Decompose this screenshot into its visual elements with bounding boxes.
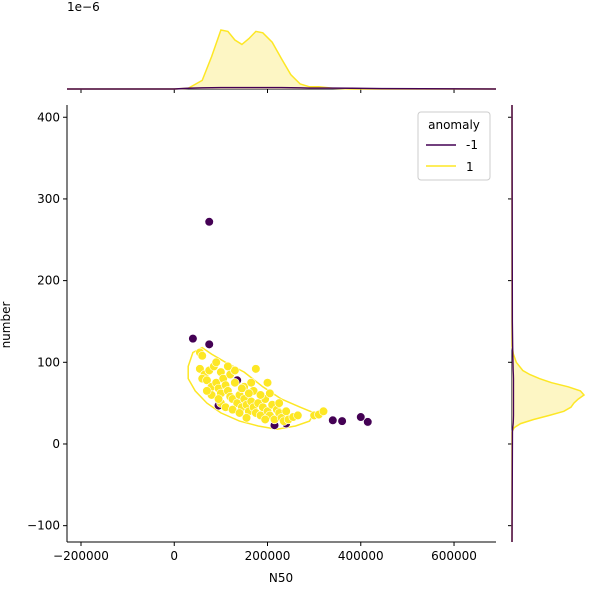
anomaly-point (356, 412, 366, 422)
y-tick-label: 400 (37, 110, 60, 124)
normal-point (262, 378, 273, 388)
normal-point (237, 383, 247, 394)
normal-point (230, 378, 240, 388)
normal-point (211, 357, 221, 367)
anomaly-point (328, 415, 338, 425)
x-tick-label: 400000 (338, 549, 384, 563)
y-tick-label: 0 (52, 437, 60, 451)
normal-point (244, 388, 254, 398)
main-scatter-plot: −200000 0 200000 400000 600000 −100 0 100 200 30… (0, 105, 496, 585)
normal-point (202, 386, 212, 396)
anomaly-point (363, 417, 373, 427)
legend: anomaly -1 1 (417, 111, 491, 181)
x-axis: −200000 0 200000 400000 600000 (53, 542, 477, 563)
normal-point (293, 410, 303, 420)
normal-point (213, 394, 224, 404)
normal-point (260, 414, 270, 425)
top-marginal-scale-label: 1e−6 (67, 0, 100, 14)
x-axis-label: N50 (269, 571, 293, 585)
normal-point (251, 364, 261, 374)
normal-point (202, 375, 212, 385)
y-tick-label: −100 (27, 519, 60, 533)
top-density-line-anomaly (67, 86, 497, 90)
x-tick-label: −200000 (53, 549, 109, 563)
right-marginal-density (508, 104, 586, 543)
normal-point (265, 388, 275, 398)
anomaly-point (204, 217, 214, 227)
x-tick-label: 200000 (245, 549, 291, 563)
legend-label-normal: 1 (466, 160, 474, 174)
anomaly-point (337, 416, 347, 426)
y-tick-label: 300 (37, 192, 60, 206)
normal-point (281, 406, 291, 416)
normal-point (223, 361, 233, 371)
legend-title: anomaly (428, 118, 480, 132)
anomaly-point (204, 339, 214, 349)
y-tick-label: 200 (37, 274, 60, 288)
normal-point (241, 413, 252, 423)
legend-box (417, 111, 491, 181)
normal-point (318, 406, 329, 416)
legend-label-anomaly: -1 (466, 138, 478, 152)
normal-point (197, 351, 207, 361)
right-density-fill-normal (512, 105, 584, 542)
anomaly-point (188, 334, 198, 344)
x-tick-label: 600000 (431, 549, 477, 563)
normal-point (274, 398, 284, 408)
normal-point (255, 390, 266, 400)
scatter-points (188, 217, 373, 430)
normal-point (246, 378, 256, 388)
normal-point (234, 408, 245, 418)
y-axis: −100 0 100 200 300 400 (27, 110, 67, 533)
y-tick-label: 100 (37, 355, 60, 369)
y-axis-label: number (0, 302, 13, 349)
normal-point (230, 365, 240, 376)
x-tick-label: 0 (170, 549, 178, 563)
top-marginal-density: 1e−6 (67, 0, 497, 93)
right-density-line-anomaly (511, 104, 515, 543)
right-density-line-normal (511, 105, 586, 542)
